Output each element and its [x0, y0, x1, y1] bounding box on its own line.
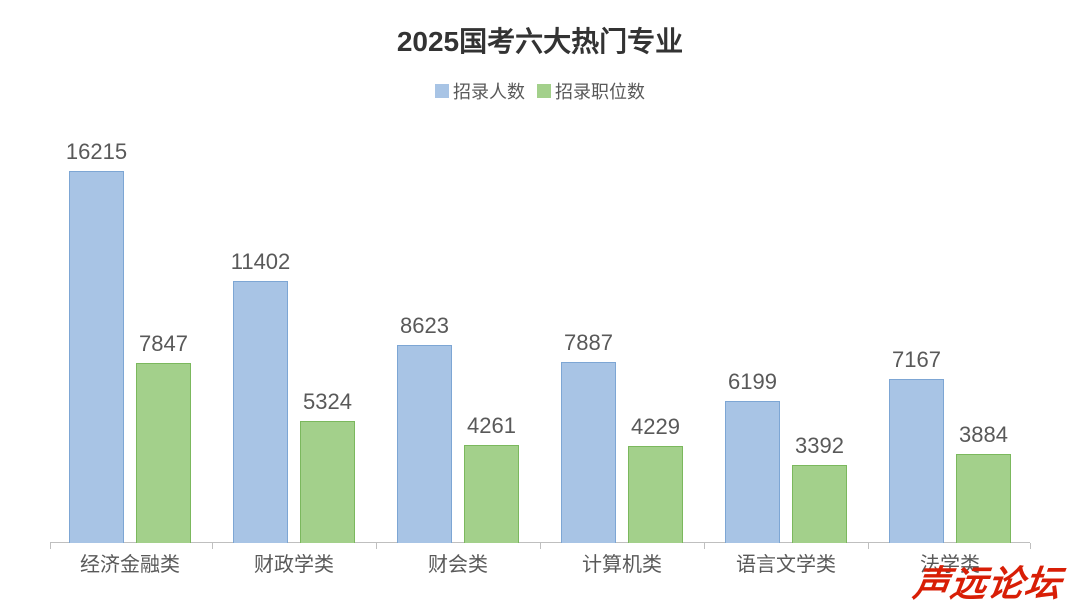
axis-tick [50, 543, 51, 549]
legend-label-1: 招录职位数 [555, 78, 645, 104]
bar-0-5 [889, 379, 944, 543]
axis-tick [376, 543, 377, 549]
chart-plot-area: 162157847经济金融类114025324财政学类86234261财会类78… [50, 130, 1030, 543]
axis-tick [1030, 543, 1031, 549]
bar-0-1 [233, 281, 288, 543]
bar-0-2 [397, 345, 452, 543]
axis-tick [704, 543, 705, 549]
watermark-text: 声远论坛 [910, 555, 1065, 607]
bar-1-2 [464, 445, 519, 543]
bar-1-4 [792, 465, 847, 543]
bar-1-0 [136, 363, 191, 543]
bar-value-label: 11402 [231, 249, 291, 275]
bar-value-label: 7887 [564, 330, 613, 356]
bar-0-0 [69, 171, 124, 543]
bar-value-label: 16215 [66, 139, 127, 165]
bar-value-label: 4261 [467, 413, 516, 439]
category-label-1: 财政学类 [254, 548, 334, 577]
bar-value-label: 3884 [959, 422, 1008, 448]
bar-value-label: 6199 [728, 369, 777, 395]
legend-item-1: 招录职位数 [537, 78, 645, 104]
axis-tick [868, 543, 869, 549]
bar-value-label: 3392 [795, 433, 844, 459]
bar-1-3 [628, 446, 683, 543]
legend-item-0: 招录人数 [435, 78, 525, 104]
legend-swatch-0 [435, 84, 449, 98]
category-label-0: 经济金融类 [80, 548, 180, 577]
bar-1-1 [300, 421, 355, 543]
axis-tick [540, 543, 541, 549]
bar-value-label: 8623 [400, 313, 449, 339]
bar-value-label: 5324 [303, 389, 352, 415]
legend-label-0: 招录人数 [453, 78, 525, 104]
legend: 招录人数 招录职位数 [0, 78, 1080, 104]
bar-1-5 [956, 454, 1011, 543]
category-label-2: 财会类 [428, 548, 488, 577]
bar-0-4 [725, 401, 780, 543]
category-label-3: 计算机类 [582, 548, 662, 577]
bar-value-label: 4229 [631, 414, 680, 440]
bar-value-label: 7167 [892, 347, 941, 373]
chart-title: 2025国考六大热门专业 [0, 0, 1080, 60]
category-label-4: 语言文学类 [736, 548, 836, 577]
bar-0-3 [561, 362, 616, 543]
axis-tick [212, 543, 213, 549]
bar-value-label: 7847 [139, 331, 188, 357]
legend-swatch-1 [537, 84, 551, 98]
